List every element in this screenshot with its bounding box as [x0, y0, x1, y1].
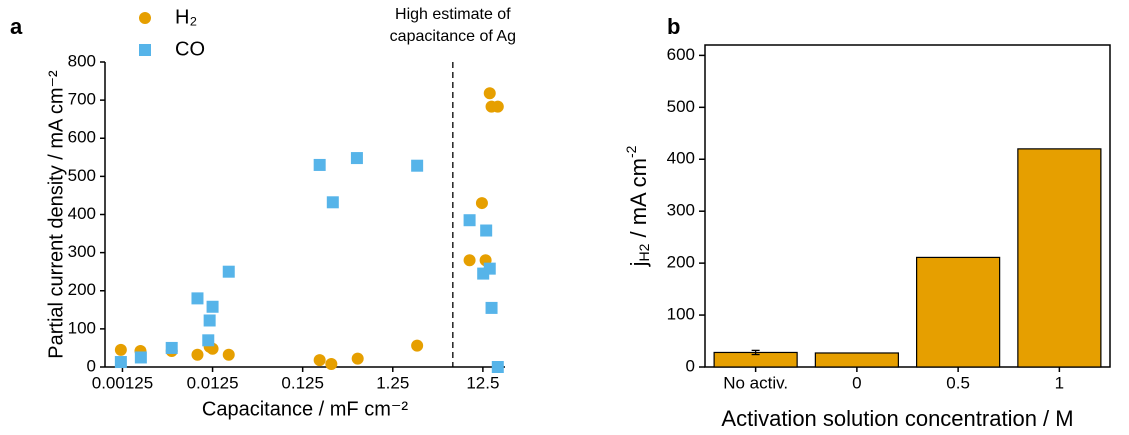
legend-label: H₂	[175, 6, 197, 28]
y-tick-label: 600	[667, 45, 695, 64]
point	[491, 361, 504, 373]
point	[350, 152, 363, 165]
error-bar	[751, 349, 760, 356]
point	[491, 100, 504, 113]
point	[191, 292, 204, 305]
point	[480, 224, 493, 237]
point	[325, 357, 338, 370]
point	[134, 351, 147, 364]
point	[222, 265, 235, 278]
bar	[1017, 148, 1102, 368]
y-tick-label: 100	[68, 318, 96, 337]
bar	[814, 352, 899, 368]
x-tick-label: 1	[1055, 373, 1064, 392]
point	[222, 348, 235, 361]
legend-marker	[139, 12, 151, 24]
annotation: capacitance of Ag	[390, 28, 516, 45]
y-tick-label: 0	[686, 356, 695, 375]
point	[191, 348, 204, 361]
plot-frame	[704, 44, 1111, 368]
point	[485, 301, 498, 314]
point	[463, 214, 476, 227]
y-tick-label: 400	[667, 149, 695, 168]
y-tick-label: 500	[667, 97, 695, 116]
point	[351, 352, 364, 365]
y-tick-label: 700	[68, 90, 96, 109]
point	[483, 87, 496, 100]
point	[114, 356, 127, 369]
annotation: High estimate of	[395, 6, 511, 23]
point	[203, 314, 216, 327]
x-tick-label: 0.00125	[92, 373, 153, 392]
panel-label: b	[667, 14, 680, 39]
y-axis-label-part: H2	[636, 243, 652, 261]
y-axis-label-part: j	[626, 262, 651, 268]
point	[165, 341, 178, 354]
y-tick-label: 400	[68, 204, 96, 223]
point	[326, 196, 339, 209]
y-tick-label: 800	[68, 51, 96, 70]
x-tick-label: 0.5	[946, 373, 970, 392]
point	[313, 354, 326, 367]
legend-label: CO	[175, 38, 205, 60]
x-axis-label: Activation solution concentration / M	[721, 406, 1073, 431]
point	[202, 334, 215, 347]
y-axis-label: jH2 / mA cm-2	[623, 145, 652, 267]
x-tick-label: 1.25	[376, 373, 409, 392]
y-axis-label: Partial current density / mA cm⁻²	[45, 70, 67, 359]
point	[483, 262, 496, 275]
y-tick-label: 300	[68, 242, 96, 261]
y-tick-label: 200	[667, 253, 695, 272]
x-tick-label: No activ.	[723, 373, 788, 392]
x-tick-label: 12.5	[466, 373, 499, 392]
point	[411, 339, 424, 352]
bar	[916, 256, 1001, 368]
point	[313, 158, 326, 171]
x-tick-label: 0.125	[281, 373, 324, 392]
y-tick-label: 200	[68, 280, 96, 299]
panel-label: a	[10, 14, 23, 39]
y-tick-label: 100	[667, 305, 695, 324]
point	[411, 159, 424, 172]
y-tick-label: 0	[87, 356, 96, 375]
x-axis-label: Capacitance / mF cm⁻²	[202, 398, 409, 420]
y-axis-label-part: -2	[623, 145, 639, 158]
y-tick-label: 600	[68, 128, 96, 147]
point	[206, 300, 219, 313]
point	[463, 254, 476, 267]
x-tick-label: 0.0125	[187, 373, 239, 392]
x-tick-label: 0	[852, 373, 861, 392]
point	[114, 343, 127, 356]
y-tick-label: 500	[68, 166, 96, 185]
point	[475, 197, 488, 210]
y-axis-label-part: / mA cm	[626, 158, 651, 244]
y-tick-label: 300	[667, 201, 695, 220]
legend-marker	[139, 44, 151, 56]
